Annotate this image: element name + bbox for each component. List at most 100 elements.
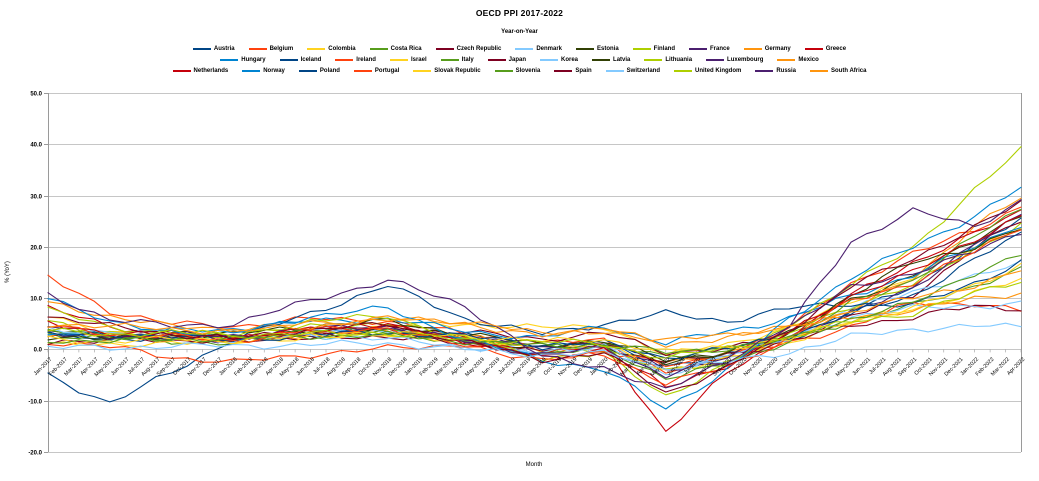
legend-item: Colombia	[307, 45, 356, 52]
legend-item: Luxembourg	[706, 57, 763, 63]
legend-item: Norway	[242, 68, 285, 74]
legend-label: Switzerland	[626, 67, 660, 74]
y-tick-label: -10.0	[28, 400, 42, 406]
series-line	[47, 322, 1022, 371]
legend-item: France	[689, 46, 730, 52]
legend-line-swatch	[435, 47, 454, 50]
legend-label: Latvia	[613, 56, 631, 63]
y-tick-label: 20.0	[30, 246, 42, 252]
legend-label: Korea	[561, 56, 579, 63]
legend-item: Hungary	[220, 56, 266, 63]
legend-label: Colombia	[328, 45, 356, 52]
legend-item: Switzerland	[605, 67, 660, 74]
legend-label: Mexico	[798, 56, 819, 63]
legend-line-swatch	[743, 47, 762, 50]
legend-line-swatch	[644, 58, 663, 61]
y-tick-label: 40.0	[30, 143, 42, 149]
legend-line-swatch	[369, 47, 388, 50]
legend-label: Hungary	[241, 56, 266, 63]
legend: Austria Belgium Colombia Costa Rica Czech Re…	[0, 43, 1039, 76]
series-line	[47, 226, 1022, 346]
legend-item: Greece	[804, 45, 847, 52]
legend-line-swatch	[298, 69, 317, 72]
series-line	[47, 270, 1022, 348]
legend-line-swatch	[389, 58, 408, 61]
legend-line-swatch	[353, 69, 372, 72]
legend-line-swatch	[192, 47, 211, 50]
legend-item: Korea	[540, 57, 578, 63]
legend-line-swatch	[810, 69, 829, 72]
legend-item: Italy	[440, 57, 474, 63]
y-axis-title: % (YoY)	[5, 261, 11, 283]
legend-item: Estonia	[576, 46, 619, 52]
legend-label: France	[710, 45, 730, 52]
legend-line-swatch	[540, 58, 559, 61]
legend-label: Belgium	[269, 45, 294, 52]
legend-label: Greece	[825, 45, 847, 52]
legend-line-swatch	[220, 58, 239, 61]
legend-line-swatch	[689, 47, 708, 50]
legend-label: Slovenia	[515, 67, 541, 74]
legend-item: Finland	[632, 45, 676, 52]
legend-line-swatch	[248, 47, 267, 50]
legend-label: Austria	[213, 45, 235, 52]
legend-line-swatch	[413, 69, 432, 72]
series-lines	[47, 146, 1022, 432]
legend-row: Hungary Iceland Ireland Israel Italy Japan Kor…	[0, 54, 1039, 65]
legend-line-swatch	[576, 47, 594, 50]
legend-line-swatch	[172, 69, 191, 72]
y-tick-label: 10.0	[30, 297, 42, 303]
legend-item: Austria	[192, 45, 235, 52]
legend-line-swatch	[335, 58, 354, 61]
legend-label: Ireland	[356, 56, 376, 63]
legend-label: Lithuania	[665, 56, 693, 63]
legend-item: Belgium	[248, 45, 294, 52]
legend-line-swatch	[554, 69, 573, 72]
legend-label: Slovak Republic	[434, 67, 481, 74]
series-line	[47, 254, 1022, 355]
legend-item: South Africa	[810, 68, 866, 74]
legend-item: Netherlands	[172, 68, 228, 74]
legend-label: Germany	[764, 45, 791, 52]
chart-subtitle: Year-on-Year	[501, 29, 538, 35]
series-line	[47, 209, 1022, 432]
legend-label: Estonia	[597, 45, 619, 52]
legend-item: Spain	[554, 67, 592, 74]
legend-item: Iceland	[279, 57, 321, 63]
legend-line-swatch	[605, 69, 624, 72]
legend-item: Ireland	[335, 57, 376, 63]
legend-line-swatch	[279, 58, 298, 61]
legend-item: Russia	[755, 68, 796, 74]
legend-label: Norway	[263, 67, 285, 74]
legend-line-swatch	[632, 47, 651, 50]
legend-line-swatch	[592, 58, 611, 61]
legend-item: Denmark	[515, 46, 562, 52]
legend-line-swatch	[674, 69, 692, 72]
legend-label: Finland	[653, 45, 676, 52]
legend-label: Poland	[319, 67, 340, 74]
series-line	[47, 281, 1022, 359]
legend-item: Slovenia	[494, 67, 541, 74]
legend-line-swatch	[515, 47, 534, 50]
legend-label: South Africa	[831, 67, 867, 74]
series-line	[47, 259, 1022, 403]
legend-label: Spain	[575, 67, 592, 74]
y-tick-label: 0.0	[34, 348, 43, 354]
legend-item: Latvia	[592, 57, 630, 63]
legend-label: Luxembourg	[727, 56, 764, 63]
legend-row: Netherlands Norway Poland Portugal Slovak Re…	[0, 65, 1039, 76]
legend-line-swatch	[706, 58, 725, 61]
legend-label: Russia	[776, 67, 797, 74]
legend-label: Denmark	[536, 45, 562, 52]
legend-item: United Kingdom	[674, 68, 741, 74]
legend-item: Costa Rica	[369, 46, 422, 52]
legend-line-swatch	[777, 58, 796, 61]
legend-row: Austria Belgium Colombia Costa Rica Czech Re…	[0, 43, 1039, 54]
series-line	[47, 200, 1022, 393]
legend-line-swatch	[804, 47, 823, 50]
legend-label: Portugal	[374, 67, 400, 74]
legend-line-swatch	[487, 58, 506, 61]
gridlines	[48, 93, 1021, 453]
